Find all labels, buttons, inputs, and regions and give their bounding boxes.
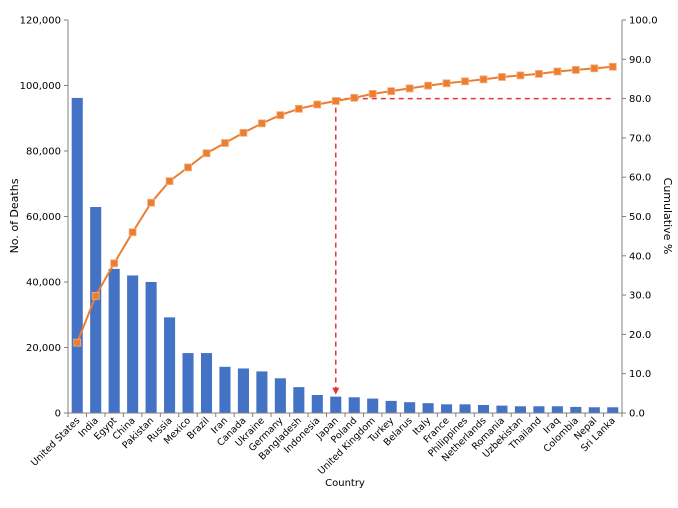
cumulative-point-egypt bbox=[110, 259, 119, 268]
y2-tick-label: 10.0 bbox=[629, 369, 651, 380]
cumulative-point-uzbekistan bbox=[516, 71, 525, 80]
cumulative-point-india bbox=[91, 291, 100, 300]
cumulative-point-united-states bbox=[73, 338, 82, 347]
cumulative-point-iran bbox=[221, 139, 229, 147]
bar-india bbox=[90, 207, 102, 413]
y-tick-label: 20,000 bbox=[26, 343, 61, 354]
y2-tick-label: 90.0 bbox=[629, 55, 651, 66]
bar-china bbox=[127, 275, 139, 413]
cumulative-point-romania bbox=[498, 73, 506, 81]
bar-netherlands bbox=[477, 404, 490, 413]
bar-brazil bbox=[200, 353, 213, 413]
y2-tick-label: 20.0 bbox=[629, 330, 651, 341]
y2-tick-label: 0.0 bbox=[629, 409, 645, 420]
bar-egypt bbox=[108, 268, 120, 413]
y2-tick-label: 50.0 bbox=[629, 212, 651, 223]
y2-tick-label: 30.0 bbox=[629, 291, 651, 302]
y2-tick-label: 100.0 bbox=[629, 16, 658, 27]
cumulative-point-brazil bbox=[202, 149, 211, 158]
y-tick-label: 40,000 bbox=[26, 278, 61, 289]
bar-ukraine bbox=[256, 371, 268, 413]
y-axis-title: No. of Deaths bbox=[8, 178, 21, 253]
bar-romania bbox=[496, 405, 508, 413]
bar-iran bbox=[219, 366, 231, 413]
bar-thailand bbox=[533, 406, 545, 413]
y2-axis-title: Cumulative % bbox=[661, 178, 674, 255]
y2-tick-label: 80.0 bbox=[629, 94, 651, 105]
cumulative-point-italy bbox=[424, 81, 433, 90]
cumulative-point-china bbox=[128, 228, 137, 237]
cumulative-point-poland bbox=[350, 93, 359, 102]
cumulative-point-france bbox=[442, 79, 451, 88]
cumulative-point-japan bbox=[331, 97, 340, 105]
bar-poland bbox=[348, 397, 360, 413]
bar-turkey bbox=[385, 400, 397, 413]
bar-germany bbox=[274, 378, 286, 413]
bar-series bbox=[71, 97, 619, 413]
cumulative-point-germany bbox=[276, 111, 285, 120]
bar-russia bbox=[164, 317, 176, 413]
cumulative-point-mexico bbox=[184, 163, 192, 172]
bar-colombia bbox=[570, 406, 582, 413]
cumulative-point-united-kingdom bbox=[368, 89, 377, 98]
bar-uzbekistan bbox=[514, 406, 526, 413]
cumulative-line-series bbox=[73, 62, 617, 347]
y2-tick-label: 40.0 bbox=[629, 251, 651, 262]
cumulative-point-sri-lanka bbox=[608, 62, 617, 71]
bar-france bbox=[441, 404, 453, 413]
cumulative-point-pakistan bbox=[147, 198, 156, 207]
y-tick-label: 0 bbox=[55, 409, 61, 420]
cumulative-point-iraq bbox=[553, 67, 562, 76]
bar-italy bbox=[422, 403, 434, 413]
cumulative-point-thailand bbox=[535, 69, 543, 78]
bar-nepal bbox=[588, 407, 600, 413]
cumulative-point-turkey bbox=[387, 87, 396, 96]
y2-tick-label: 70.0 bbox=[629, 133, 651, 144]
y-tick-label: 100,000 bbox=[20, 81, 61, 92]
bar-bangladesh bbox=[293, 387, 305, 413]
bar-pakistan bbox=[145, 282, 157, 413]
bar-belarus bbox=[404, 402, 416, 413]
threshold-annotation bbox=[332, 97, 614, 395]
bar-iraq bbox=[551, 406, 563, 413]
cumulative-point-nepal bbox=[590, 64, 599, 73]
bar-japan bbox=[330, 396, 342, 413]
bar-mexico bbox=[182, 353, 194, 413]
arrow-head-icon bbox=[332, 387, 340, 395]
cumulative-point-belarus bbox=[405, 84, 414, 93]
cumulative-point-russia bbox=[165, 177, 174, 186]
bar-philippines bbox=[459, 404, 471, 413]
cumulative-line bbox=[76, 65, 613, 344]
cumulative-point-netherlands bbox=[479, 75, 488, 84]
cumulative-point-ukraine bbox=[257, 119, 266, 128]
y-tick-label: 80,000 bbox=[26, 147, 61, 158]
cumulative-point-philippines bbox=[461, 77, 469, 86]
y-tick-label: 120,000 bbox=[20, 16, 61, 27]
x-tick-label: United States bbox=[29, 415, 82, 468]
cumulative-point-indonesia bbox=[313, 100, 322, 109]
bar-united-states bbox=[71, 97, 83, 413]
x-axis-title: Country bbox=[325, 478, 365, 489]
cumulative-point-bangladesh bbox=[294, 104, 303, 113]
y-tick-label: 60,000 bbox=[26, 212, 61, 223]
cumulative-point-colombia bbox=[571, 66, 580, 74]
y2-tick-label: 60.0 bbox=[629, 173, 651, 184]
bar-canada bbox=[237, 368, 249, 413]
bar-sri-lanka bbox=[607, 407, 619, 413]
bar-united-kingdom bbox=[367, 398, 379, 413]
cumulative-point-canada bbox=[239, 128, 248, 137]
bar-indonesia bbox=[311, 394, 323, 413]
